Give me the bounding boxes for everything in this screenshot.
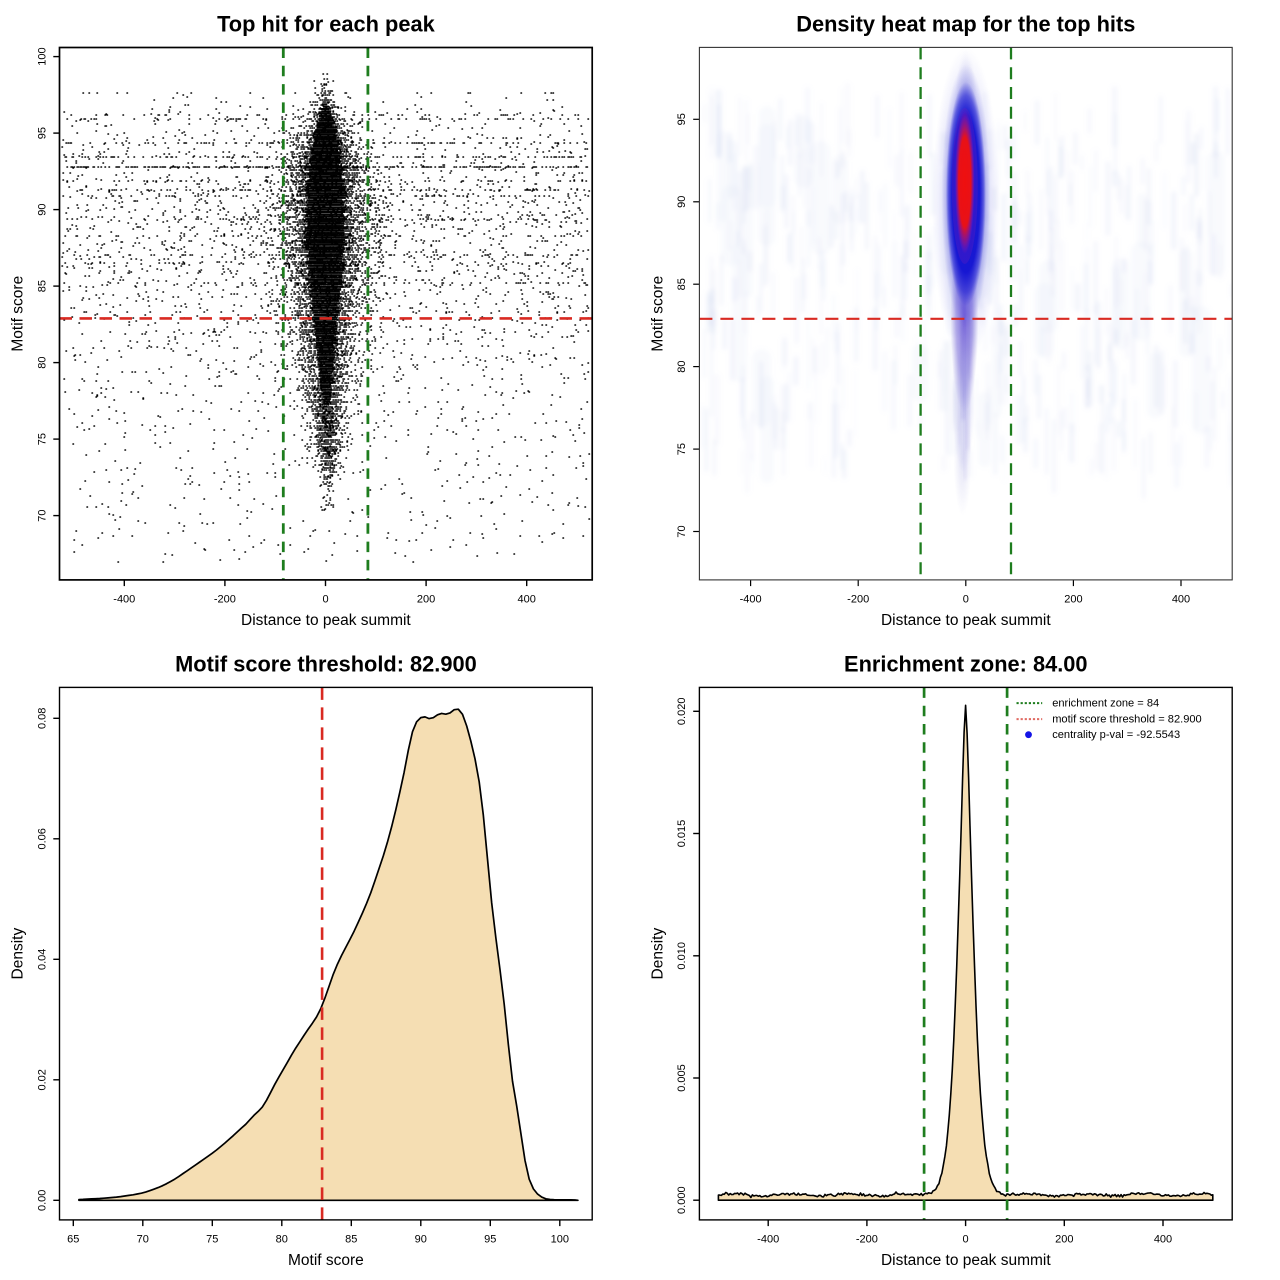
svg-text:400: 400 [518, 593, 536, 605]
svg-text:-200: -200 [214, 593, 236, 605]
svg-text:Enrichment zone: 84.00: Enrichment zone: 84.00 [844, 651, 1087, 676]
svg-text:0.00: 0.00 [36, 1190, 48, 1211]
svg-text:0.000: 0.000 [676, 1186, 688, 1214]
svg-text:80: 80 [36, 356, 48, 368]
svg-text:-400: -400 [740, 593, 762, 605]
svg-text:90: 90 [415, 1233, 427, 1245]
svg-text:75: 75 [676, 443, 688, 455]
svg-text:Density: Density [9, 928, 26, 980]
svg-text:Motif score: Motif score [288, 1252, 364, 1269]
svg-text:-200: -200 [847, 593, 869, 605]
svg-text:enrichment zone = 84: enrichment zone = 84 [1052, 698, 1159, 710]
svg-text:85: 85 [345, 1233, 357, 1245]
svg-text:0: 0 [963, 1233, 969, 1245]
svg-text:70: 70 [36, 509, 48, 521]
svg-text:400: 400 [1154, 1233, 1172, 1245]
svg-text:95: 95 [36, 127, 48, 139]
svg-text:-400: -400 [757, 1233, 779, 1245]
svg-text:0.06: 0.06 [36, 828, 48, 849]
svg-text:Density: Density [649, 928, 666, 980]
svg-text:90: 90 [36, 203, 48, 215]
svg-text:centrality p-val = -92.5543: centrality p-val = -92.5543 [1052, 729, 1180, 741]
svg-text:0.04: 0.04 [36, 949, 48, 970]
svg-text:0.005: 0.005 [676, 1064, 688, 1092]
svg-text:80: 80 [276, 1233, 288, 1245]
svg-text:0: 0 [963, 593, 969, 605]
svg-text:motif score threshold = 82.900: motif score threshold = 82.900 [1052, 713, 1202, 725]
svg-text:-200: -200 [856, 1233, 878, 1245]
svg-text:0: 0 [322, 593, 328, 605]
svg-text:-400: -400 [113, 593, 135, 605]
svg-text:100: 100 [551, 1233, 569, 1245]
svg-text:Distance to peak summit: Distance to peak summit [881, 612, 1051, 629]
svg-text:70: 70 [676, 525, 688, 537]
svg-text:0.020: 0.020 [676, 698, 688, 726]
svg-text:0.015: 0.015 [676, 820, 688, 848]
svg-text:200: 200 [1064, 593, 1082, 605]
svg-text:75: 75 [36, 433, 48, 445]
svg-text:90: 90 [676, 196, 688, 208]
svg-text:Density heat map for the top h: Density heat map for the top hits [796, 11, 1135, 36]
svg-text:65: 65 [67, 1233, 79, 1245]
svg-text:200: 200 [417, 593, 435, 605]
svg-text:400: 400 [1172, 593, 1190, 605]
svg-text:95: 95 [484, 1233, 496, 1245]
svg-text:Motif score: Motif score [649, 276, 666, 352]
svg-text:95: 95 [676, 113, 688, 125]
svg-text:Motif score threshold: 82.900: Motif score threshold: 82.900 [175, 651, 477, 676]
svg-text:200: 200 [1055, 1233, 1073, 1245]
svg-text:80: 80 [676, 360, 688, 372]
svg-text:0.010: 0.010 [676, 942, 688, 970]
svg-text:0.02: 0.02 [36, 1069, 48, 1090]
svg-text:85: 85 [676, 278, 688, 290]
svg-text:100: 100 [36, 47, 48, 65]
svg-text:Top hit for each peak: Top hit for each peak [217, 11, 435, 36]
svg-text:70: 70 [137, 1233, 149, 1245]
svg-text:85: 85 [36, 280, 48, 292]
svg-text:Distance to peak summit: Distance to peak summit [241, 612, 411, 629]
svg-text:75: 75 [206, 1233, 218, 1245]
svg-text:Distance to peak summit: Distance to peak summit [881, 1252, 1051, 1269]
svg-text:Motif score: Motif score [9, 276, 26, 352]
svg-text:0.08: 0.08 [36, 708, 48, 729]
